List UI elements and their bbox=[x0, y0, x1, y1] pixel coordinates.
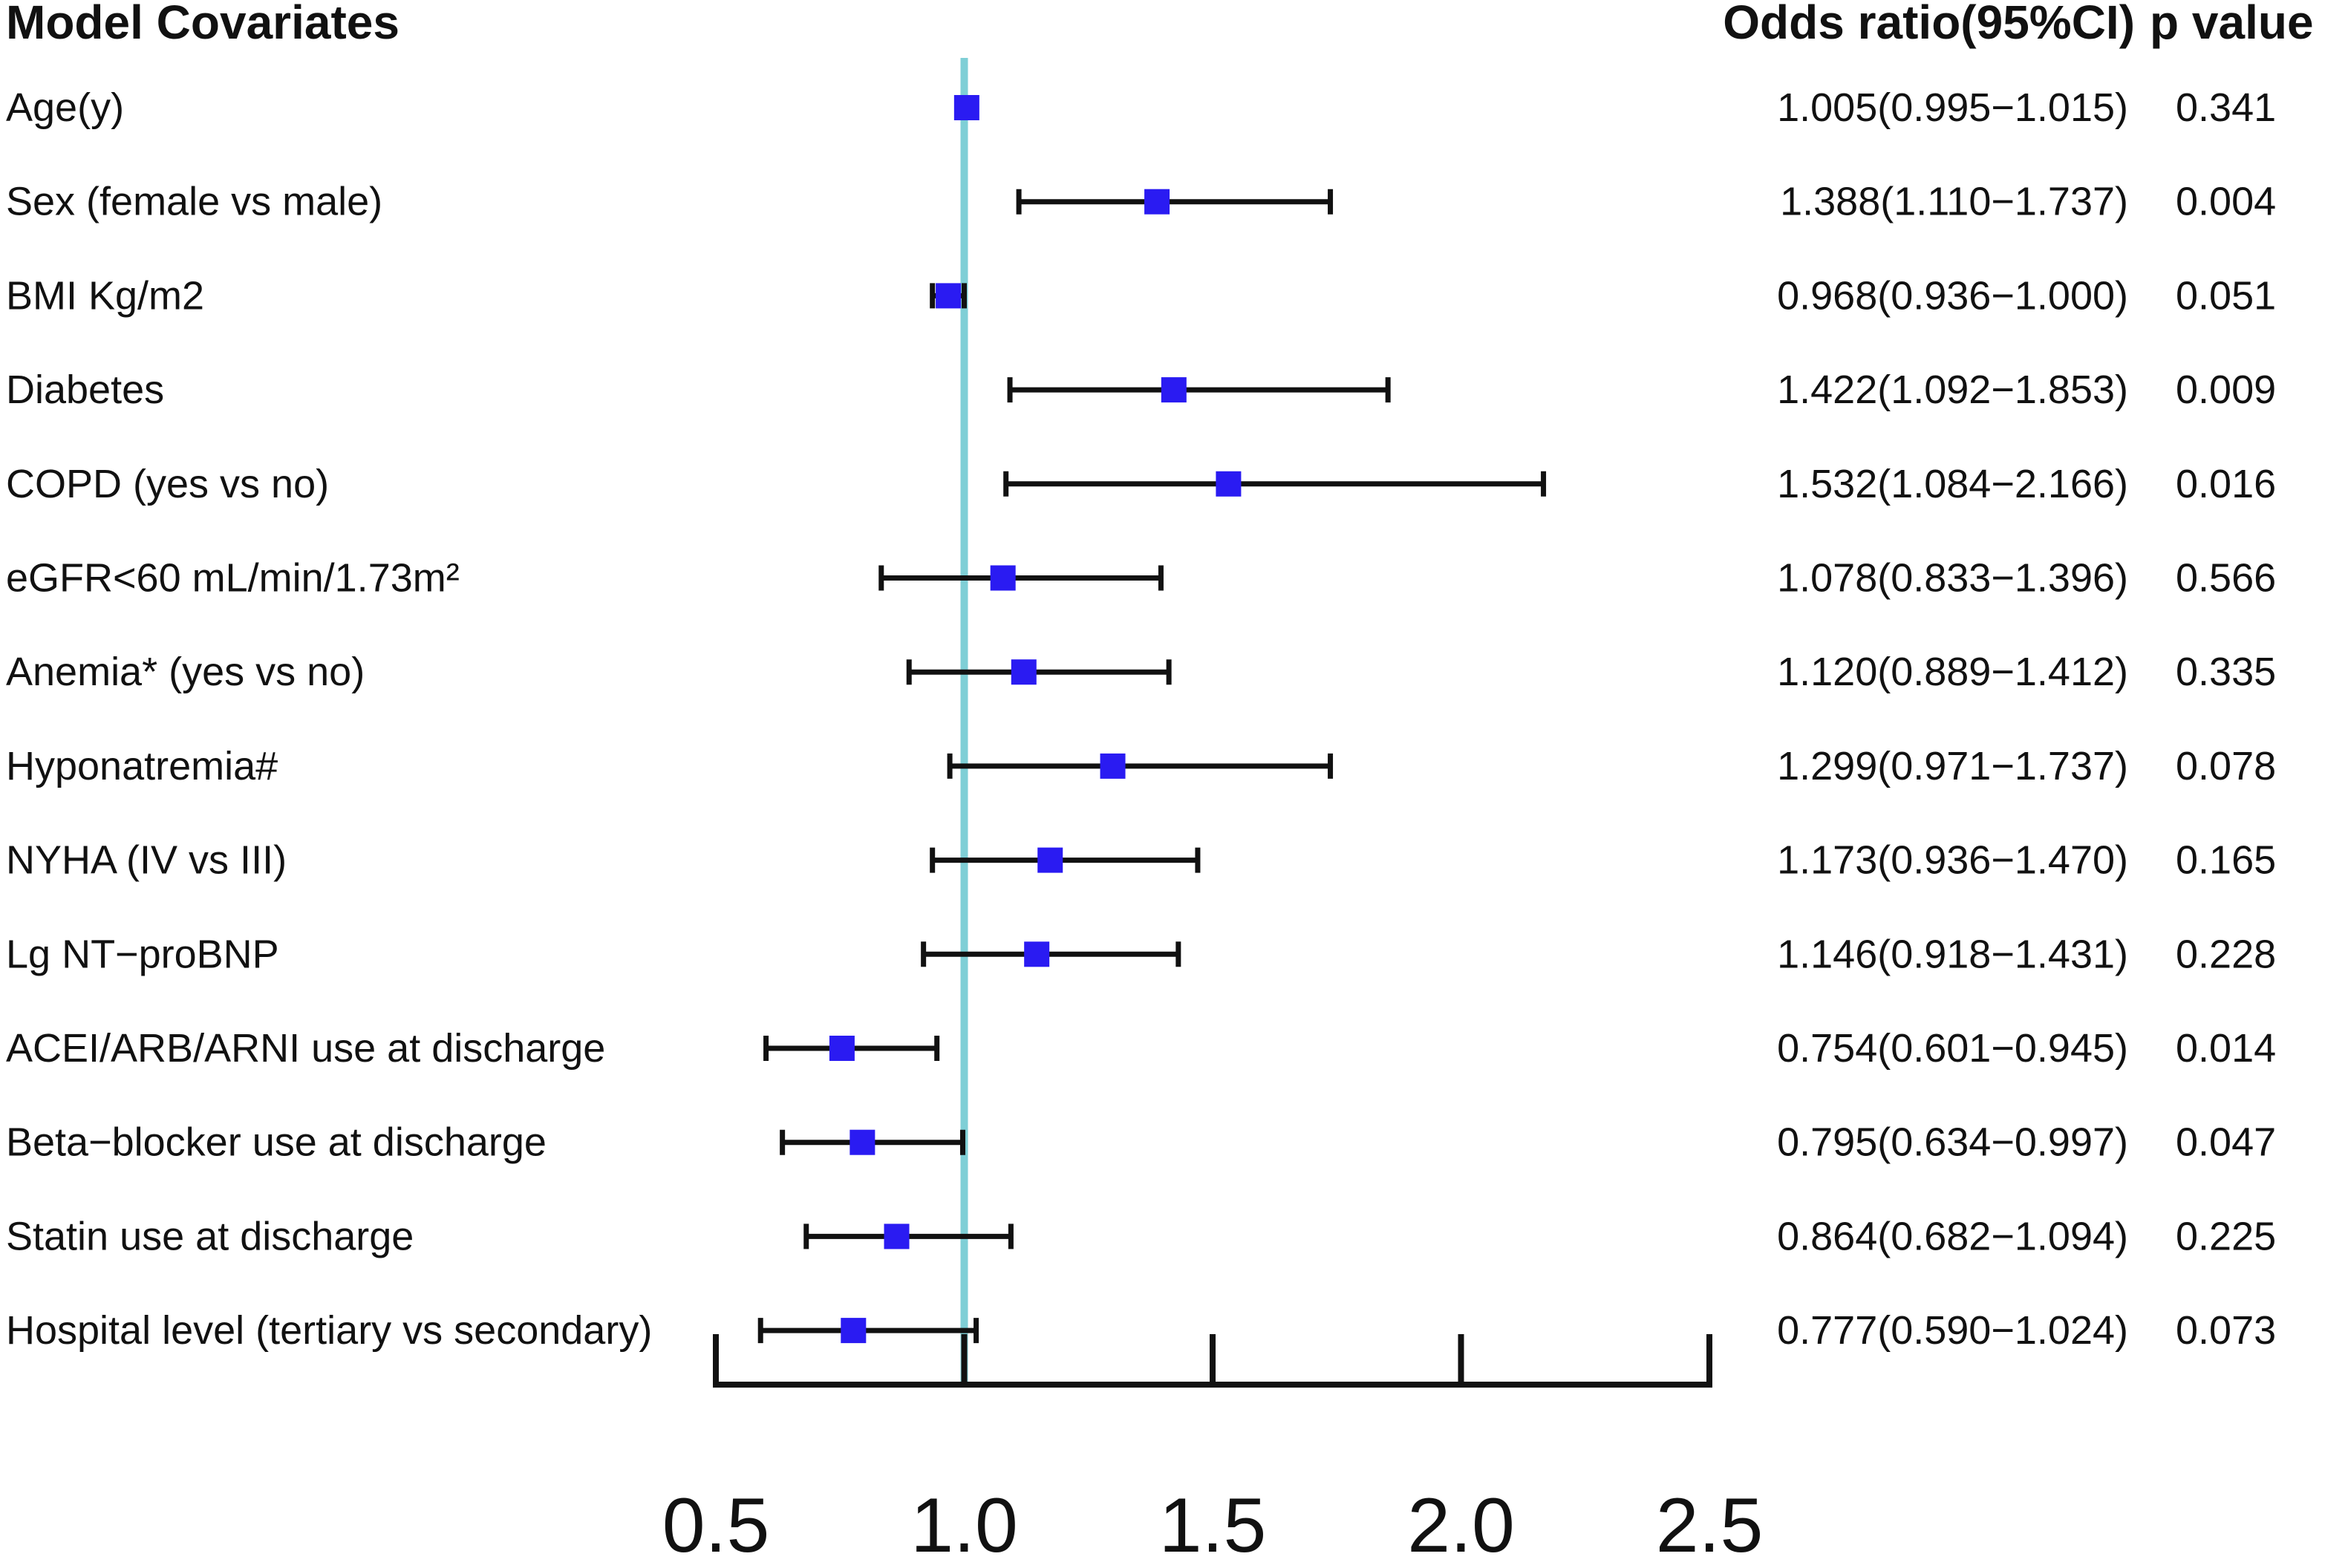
covariate-label: Hyponatremia# bbox=[6, 744, 278, 788]
p-value: 0.014 bbox=[2176, 1026, 2276, 1071]
or-marker bbox=[1011, 659, 1037, 685]
p-value: 0.228 bbox=[2176, 932, 2276, 976]
p-value: 0.078 bbox=[2176, 744, 2276, 788]
p-value: 0.047 bbox=[2176, 1120, 2276, 1165]
x-tick-label: 2.5 bbox=[1656, 1483, 1764, 1568]
header-covariates: Model Covariates bbox=[6, 0, 400, 49]
covariate-label: COPD (yes vs no) bbox=[6, 462, 329, 506]
covariate-label: Beta−blocker use at discharge bbox=[6, 1120, 547, 1165]
odds-ratio-value: 1.146(0.918−1.431) bbox=[1777, 932, 2128, 976]
p-value: 0.073 bbox=[2176, 1308, 2276, 1353]
odds-ratio-value: 1.005(0.995−1.015) bbox=[1777, 85, 2128, 130]
or-marker bbox=[1161, 377, 1187, 403]
covariate-label: BMI Kg/m2 bbox=[6, 273, 204, 318]
marker-layer bbox=[829, 95, 1242, 1344]
covariate-label: Hospital level (tertiary vs secondary) bbox=[6, 1308, 652, 1353]
or-marker bbox=[1100, 753, 1126, 779]
x-tick-label: 2.0 bbox=[1407, 1483, 1515, 1568]
or-marker bbox=[841, 1318, 867, 1344]
odds-ratio-value: 1.078(0.833−1.396) bbox=[1777, 556, 2128, 601]
or-marker bbox=[849, 1129, 875, 1155]
odds-ratio-value: 1.299(0.971−1.737) bbox=[1777, 744, 2128, 788]
odds-ratio-value: 1.532(1.084−2.166) bbox=[1777, 462, 2128, 506]
covariate-label: Age(y) bbox=[6, 85, 124, 130]
odds-ratio-value: 0.754(0.601−0.945) bbox=[1777, 1026, 2128, 1071]
covariate-label: Sex (female vs male) bbox=[6, 180, 382, 224]
p-value: 0.016 bbox=[2176, 462, 2276, 506]
p-value: 0.004 bbox=[2176, 180, 2276, 224]
or-marker bbox=[829, 1036, 855, 1061]
odds-ratio-value: 1.173(0.936−1.470) bbox=[1777, 838, 2128, 883]
covariate-label: eGFR<60 mL/min/1.73m² bbox=[6, 556, 460, 601]
covariate-label: Lg NT−proBNP bbox=[6, 932, 279, 976]
p-value: 0.051 bbox=[2176, 273, 2276, 318]
p-value: 0.566 bbox=[2176, 556, 2276, 601]
ci-layer bbox=[757, 95, 1547, 1344]
covariate-label: Statin use at discharge bbox=[6, 1214, 414, 1258]
or-marker bbox=[884, 1224, 910, 1250]
odds-ratio-value: 1.388(1.110−1.737) bbox=[1780, 180, 2128, 224]
row-label-layer: Age(y) 1.005(0.995−1.015) 0.341 Sex (female… bbox=[6, 85, 2276, 1353]
header-p-value: p value bbox=[2150, 0, 2314, 49]
p-value: 0.165 bbox=[2176, 838, 2276, 883]
p-value: 0.009 bbox=[2176, 368, 2276, 412]
p-value: 0.225 bbox=[2176, 1214, 2276, 1258]
odds-ratio-value: 0.777(0.590−1.024) bbox=[1777, 1308, 2128, 1353]
header-odds-ratio: Odds ratio(95%CI) bbox=[1723, 0, 2135, 49]
x-tick-label: 1.5 bbox=[1159, 1483, 1267, 1568]
covariate-label: Diabetes bbox=[6, 368, 164, 412]
covariate-label: Anemia* (yes vs no) bbox=[6, 650, 365, 694]
x-tick-label: 0.5 bbox=[662, 1483, 770, 1568]
covariate-label: ACEI/ARB/ARNI use at discharge bbox=[6, 1026, 605, 1071]
or-marker bbox=[936, 283, 962, 309]
odds-ratio-value: 0.795(0.634−0.997) bbox=[1777, 1120, 2128, 1165]
or-marker bbox=[990, 565, 1016, 591]
covariate-label: NYHA (IV vs III) bbox=[6, 838, 287, 883]
or-marker bbox=[1144, 189, 1170, 215]
odds-ratio-value: 0.864(0.682−1.094) bbox=[1777, 1214, 2128, 1258]
p-value: 0.335 bbox=[2176, 650, 2276, 694]
x-tick-label: 1.0 bbox=[910, 1483, 1018, 1568]
odds-ratio-value: 1.120(0.889−1.412) bbox=[1777, 650, 2128, 694]
odds-ratio-value: 1.422(1.092−1.853) bbox=[1777, 368, 2128, 412]
or-marker bbox=[953, 95, 979, 120]
or-marker bbox=[1216, 471, 1242, 497]
or-marker bbox=[1024, 941, 1050, 967]
odds-ratio-value: 0.968(0.936−1.000) bbox=[1777, 273, 2128, 318]
x-axis: 0.5 1.0 1.5 2.0 2.5 bbox=[662, 1334, 1764, 1568]
or-marker bbox=[1037, 847, 1063, 873]
p-value: 0.341 bbox=[2176, 85, 2276, 130]
